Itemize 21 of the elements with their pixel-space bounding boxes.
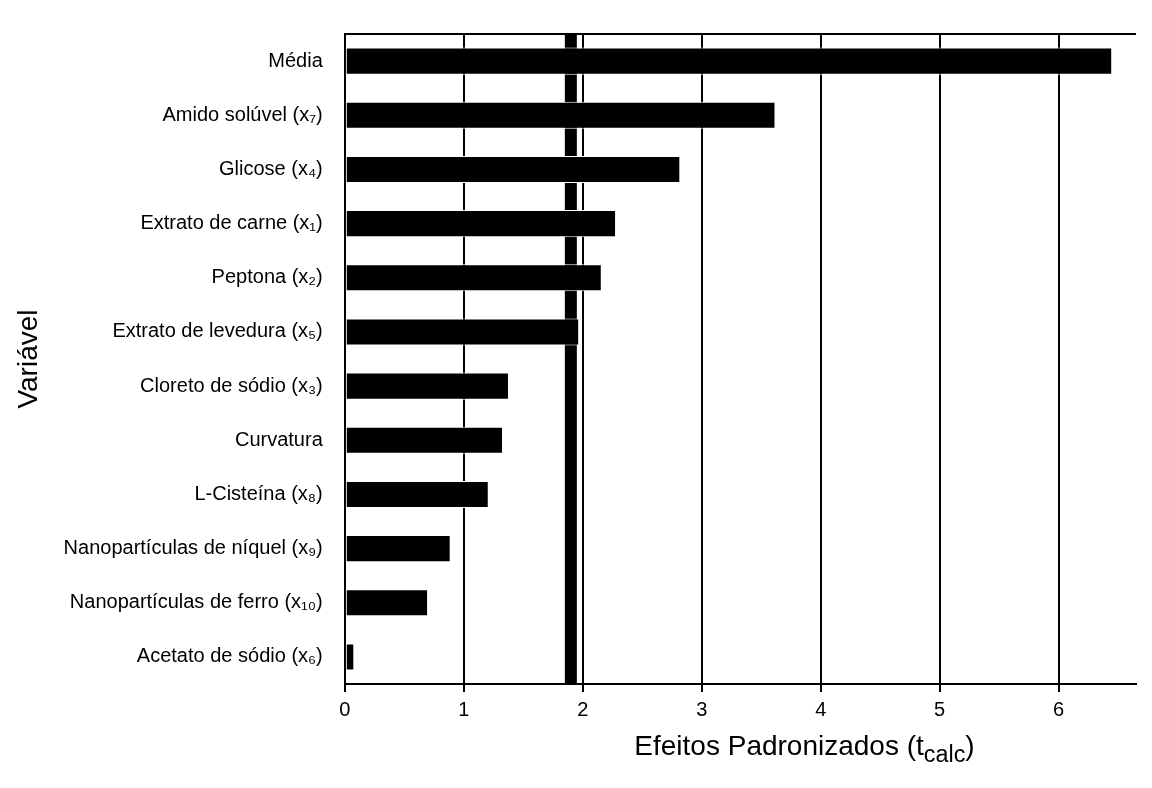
y-axis-title: Variável [11, 309, 43, 409]
y-tick-label: L-Cisteína (x₈) [194, 481, 323, 504]
x-tick-label: 0 [339, 697, 351, 720]
y-tick-label: Média [268, 48, 324, 71]
y-tick-label: Extrato de carne (x₁) [140, 211, 323, 234]
y-tick-label: Glicose (x₄) [219, 156, 323, 179]
x-tick-label: 2 [577, 697, 589, 720]
y-tick-label: Acetato de sódio (x₆) [136, 644, 323, 667]
y-tick-label: Cloreto de sódio (x₃) [140, 373, 323, 396]
y-tick-label: Peptona (x₂) [211, 265, 323, 288]
x-tick-label: 1 [458, 697, 470, 720]
x-axis-title: Efeitos Padronizados (t$_{calc}$) [633, 730, 976, 768]
y-tick-label: Curvatura [234, 427, 324, 450]
x-tick-label: 4 [815, 697, 827, 720]
x-tick-label: 3 [696, 697, 708, 720]
y-tick-label: Nanopartículas de níquel (x₉) [63, 536, 323, 559]
y-tick-label: Extrato de levedura (x₅) [112, 319, 323, 342]
y-tick-label: Nanopartículas de ferro (x₁₀) [69, 590, 323, 613]
y-tick-label: Amido solúvel (x₇) [162, 102, 323, 125]
x-tick-label: 5 [934, 697, 946, 720]
x-tick-label: 6 [1053, 697, 1065, 720]
